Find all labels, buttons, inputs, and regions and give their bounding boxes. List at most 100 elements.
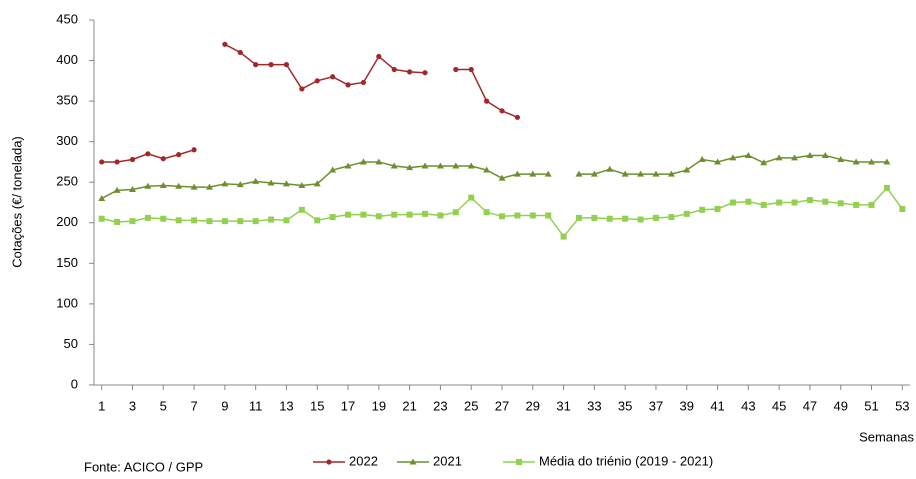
- data-point: [329, 214, 336, 221]
- y-tick-label: 450: [56, 11, 78, 26]
- data-point: [190, 183, 198, 190]
- data-point: [621, 170, 629, 177]
- data-point: [483, 166, 491, 173]
- legend-label: 2022: [349, 453, 378, 468]
- data-point: [499, 213, 505, 220]
- data-point: [883, 184, 890, 191]
- y-tick-label: 200: [56, 214, 78, 229]
- legend-marker: [409, 458, 417, 465]
- y-tick-label: 100: [56, 295, 78, 310]
- data-point: [175, 217, 182, 224]
- y-tick-label: 250: [56, 174, 78, 189]
- data-point: [422, 210, 429, 217]
- data-point: [436, 162, 444, 169]
- x-tick-label: 39: [680, 398, 694, 413]
- x-tick-label: 7: [190, 398, 197, 413]
- data-point: [221, 218, 228, 225]
- data-point: [499, 108, 505, 114]
- data-point: [498, 174, 506, 181]
- data-point: [760, 159, 768, 166]
- data-point: [313, 180, 321, 187]
- data-point: [391, 211, 398, 218]
- data-point: [175, 182, 183, 189]
- data-point: [298, 206, 305, 213]
- data-point: [375, 158, 383, 165]
- data-point: [729, 199, 736, 206]
- data-point: [822, 198, 829, 205]
- data-point: [652, 214, 659, 221]
- data-point: [314, 217, 321, 224]
- y-tick-label: 150: [56, 255, 78, 270]
- x-tick-label: 37: [649, 398, 663, 413]
- data-point: [98, 215, 105, 222]
- data-point: [159, 181, 167, 188]
- data-point: [529, 212, 536, 219]
- x-tick-label: 53: [895, 398, 909, 413]
- data-point: [129, 156, 136, 163]
- data-point: [145, 151, 151, 157]
- data-point: [453, 66, 459, 73]
- data-point: [652, 170, 660, 177]
- data-point: [699, 206, 706, 213]
- data-point: [468, 194, 475, 201]
- data-point: [345, 211, 352, 218]
- legend-label: 2021: [433, 453, 462, 468]
- data-point: [282, 180, 290, 187]
- data-point: [237, 49, 243, 56]
- x-tick-label: 11: [249, 398, 263, 413]
- y-tick-label: 0: [71, 376, 78, 391]
- data-point: [298, 181, 306, 188]
- data-point: [176, 152, 182, 158]
- series-line: [101, 186, 903, 238]
- x-tick-label: 23: [433, 398, 447, 413]
- data-point: [421, 162, 429, 169]
- data-point: [191, 217, 198, 224]
- x-tick-label: 49: [833, 398, 847, 413]
- y-tick-label: 50: [64, 336, 78, 351]
- data-point: [667, 170, 675, 177]
- data-point: [821, 151, 829, 158]
- x-tick-label: 51: [864, 398, 878, 413]
- data-point: [637, 216, 644, 223]
- y-axis-label: Cotações (€/ tonelada): [9, 136, 24, 268]
- data-point: [314, 78, 320, 84]
- data-point: [160, 156, 166, 162]
- data-point: [468, 66, 474, 73]
- data-point: [868, 201, 875, 208]
- data-point: [345, 82, 351, 88]
- data-point: [575, 214, 582, 221]
- source-note: Fonte: ACICO / GPP: [84, 459, 203, 474]
- data-point: [330, 74, 336, 80]
- data-point: [407, 69, 413, 75]
- data-point: [253, 62, 259, 68]
- x-tick-label: 3: [129, 398, 136, 413]
- data-point: [560, 233, 567, 240]
- data-point: [206, 218, 213, 225]
- data-point: [360, 211, 367, 218]
- data-point: [99, 159, 105, 165]
- data-point: [267, 179, 275, 186]
- data-point: [791, 199, 798, 206]
- data-point: [237, 218, 244, 225]
- data-point: [529, 170, 537, 177]
- data-point: [483, 209, 490, 216]
- data-point: [544, 170, 552, 177]
- data-point: [513, 170, 521, 177]
- x-tick-label: 13: [279, 398, 293, 413]
- data-point: [760, 201, 767, 208]
- data-point: [391, 66, 397, 73]
- data-point: [375, 213, 382, 220]
- data-point: [729, 154, 737, 161]
- data-point: [329, 166, 337, 173]
- data-point: [299, 86, 305, 92]
- data-point: [283, 217, 290, 224]
- data-point: [221, 180, 229, 187]
- data-point: [714, 205, 721, 212]
- data-point: [422, 70, 428, 76]
- data-point: [745, 198, 752, 205]
- data-point: [806, 151, 814, 158]
- data-point: [837, 200, 844, 207]
- data-point: [837, 156, 845, 163]
- data-point: [776, 199, 783, 206]
- data-point: [852, 158, 860, 165]
